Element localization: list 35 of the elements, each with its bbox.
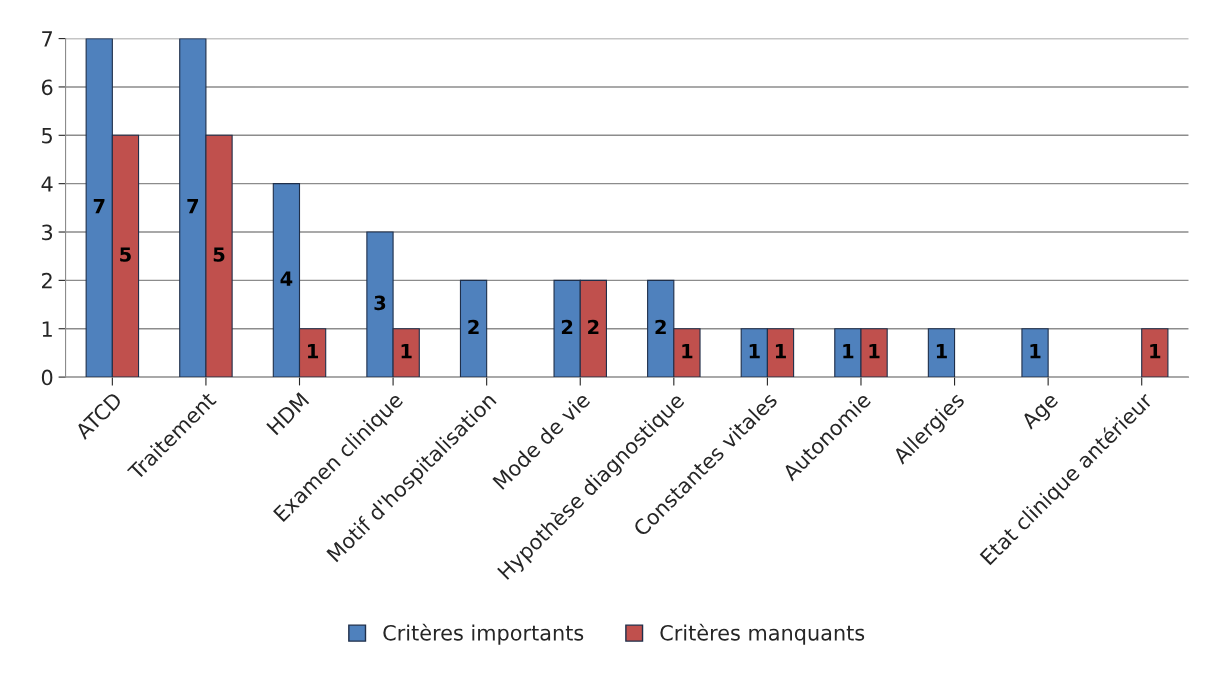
y-tick-label: 7 [42, 31, 52, 47]
x-tick-label: Age [1020, 391, 1062, 433]
legend-label: Critères manquants [660, 623, 865, 645]
data-label: 2 [655, 319, 666, 335]
data-label: 1 [775, 344, 786, 359]
bar [459, 279, 488, 378]
data-label: 2 [468, 319, 479, 335]
data-label: 4 [280, 271, 293, 286]
data-label: 1 [1150, 344, 1161, 359]
y-tick-label: 6 [41, 79, 53, 96]
data-label: 1 [308, 344, 319, 359]
data-label: 2 [561, 319, 573, 335]
legend-label: Critères importants [383, 623, 584, 645]
data-label: 5 [213, 247, 225, 262]
data-label: 1 [843, 344, 854, 359]
data-label: 2 [588, 319, 599, 335]
data-label: 1 [749, 344, 760, 359]
data-label: 1 [869, 344, 880, 359]
data-label: 1 [936, 344, 947, 359]
data-label: 5 [120, 247, 131, 262]
y-tick-label: 5 [42, 128, 52, 144]
data-label: 7 [187, 199, 199, 214]
data-label: 1 [682, 344, 693, 359]
y-tick-label: 4 [41, 176, 53, 192]
data-label: 3 [374, 295, 386, 311]
y-tick-label: 2 [42, 272, 52, 289]
data-label: 7 [93, 199, 105, 214]
y-tick-label: 0 [41, 369, 53, 386]
y-tick-label: 1 [42, 321, 52, 337]
y-tick-label: 3 [42, 224, 53, 241]
bar [927, 328, 956, 378]
data-label: 1 [1030, 344, 1041, 359]
data-label: 1 [401, 344, 412, 359]
bar [1021, 328, 1049, 378]
bar [1141, 328, 1169, 378]
